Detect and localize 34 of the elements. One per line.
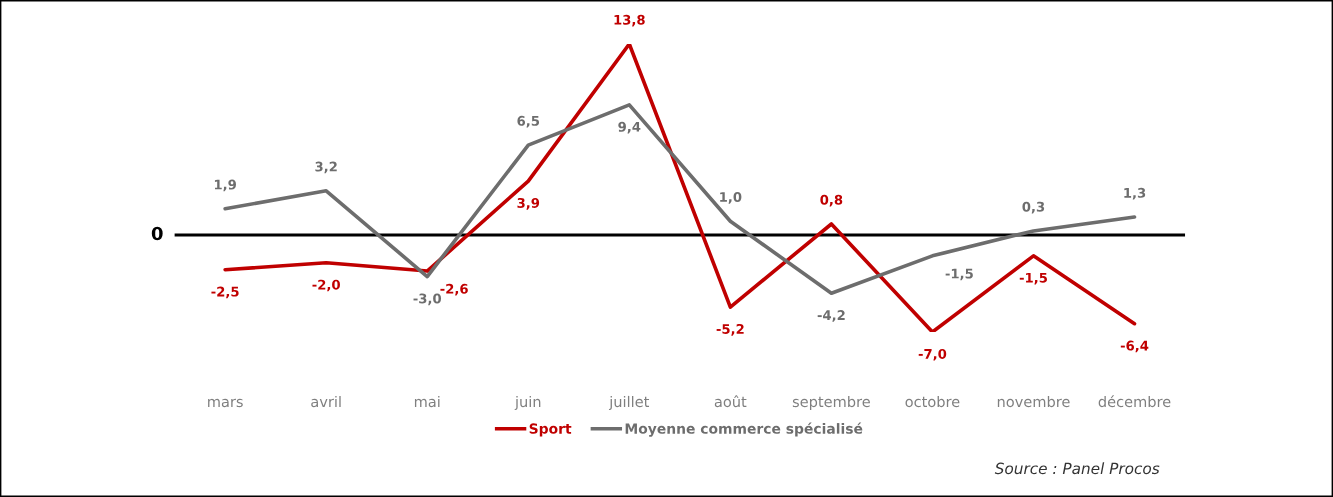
data-label: -3,0 [413,293,442,306]
ref-line-label: 0 [151,226,163,241]
data-label: 0,8 [820,194,843,207]
x-tick-label: mars [208,398,243,408]
data-label: -2,5 [211,286,239,299]
data-label: -1,5 [945,268,973,281]
legend-label: Sport [529,423,572,437]
data-label: -7,0 [918,348,947,361]
x-tick-label: juillet [608,395,650,410]
data-label: 6,5 [517,115,540,128]
data-label: 0,3 [1022,201,1045,214]
data-label: -2,6 [440,283,468,296]
x-tick-label: mai [414,395,440,408]
data-label: -4,2 [817,310,845,322]
data-label: -2,0 [312,279,340,292]
source-note: Source : Panel Procos [994,462,1160,475]
data-label: -1,5 [1019,272,1047,285]
data-label: 13,8 [614,14,645,27]
x-tick-label: août [714,395,747,408]
data-label: -5,2 [716,323,744,336]
legend-label: Moyenne commerce spécialisé [625,422,863,437]
data-label: 1,9 [214,179,236,192]
x-tick-label: juin [514,395,541,410]
data-label: 3,9 [517,197,540,210]
x-tick-label: avril [311,395,341,408]
data-label: 3,2 [315,161,337,174]
x-tick-label: décembre [1098,395,1171,408]
data-label: 1,3 [1124,187,1146,200]
x-tick-label: septembre [792,395,870,410]
data-label: -6,4 [1120,340,1149,353]
x-tick-label: octobre [905,395,960,408]
x-tick-label: novembre [997,395,1070,408]
data-label: 1,0 [720,192,742,204]
data-label: 9,4 [618,121,641,134]
